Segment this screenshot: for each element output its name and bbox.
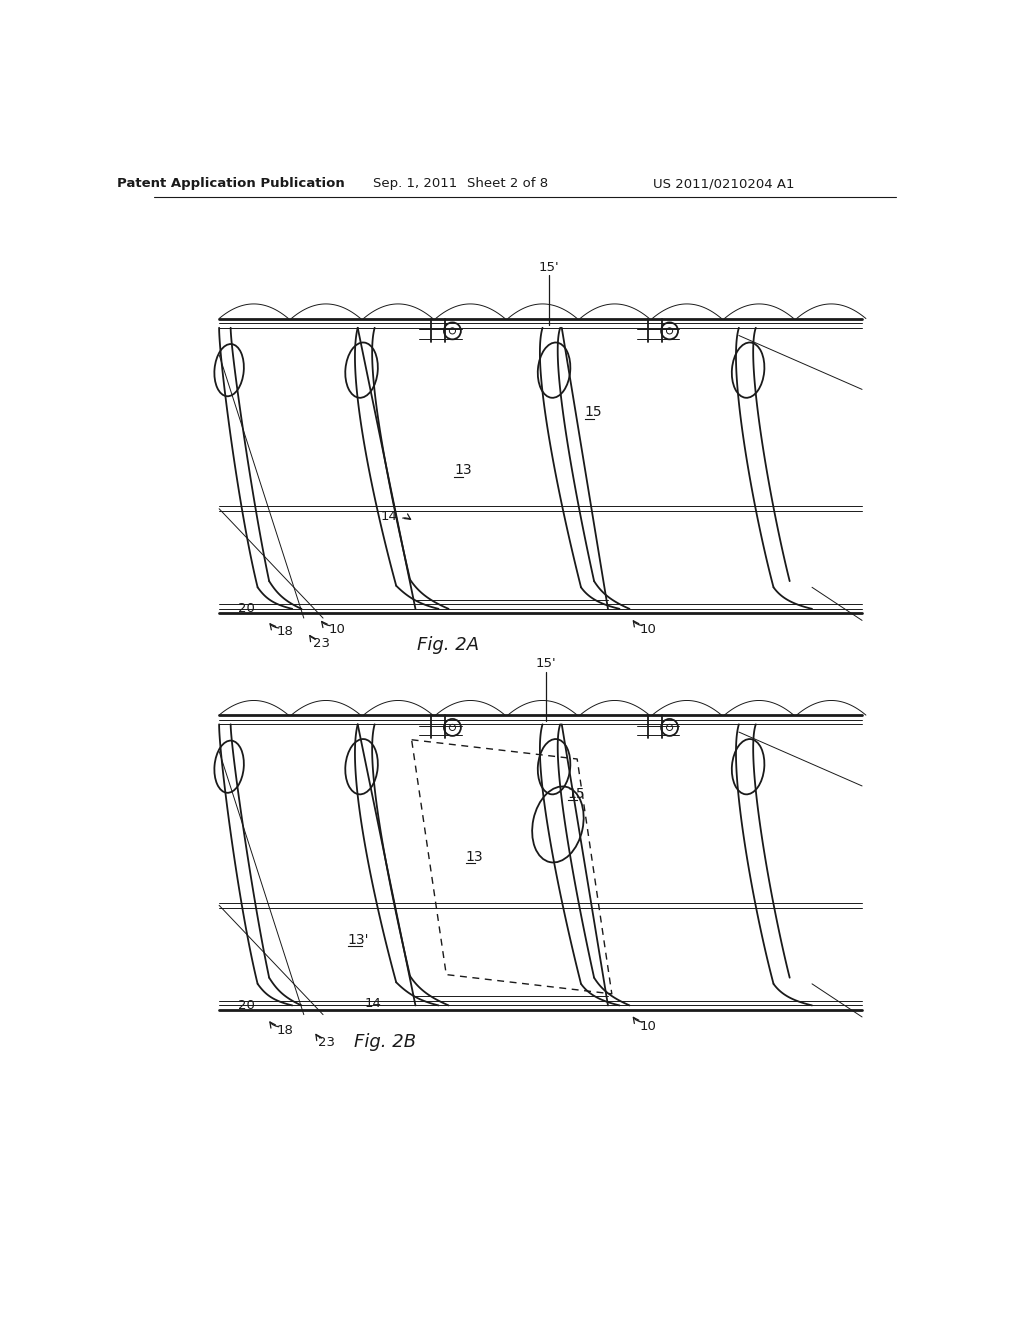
Text: 10: 10 bbox=[329, 623, 345, 636]
Text: 15': 15' bbox=[536, 657, 557, 671]
Text: 15': 15' bbox=[539, 261, 559, 275]
Text: 20: 20 bbox=[238, 602, 255, 615]
Text: 14: 14 bbox=[380, 510, 397, 523]
Text: Fig. 2B: Fig. 2B bbox=[353, 1032, 416, 1051]
Text: Sheet 2 of 8: Sheet 2 of 8 bbox=[467, 177, 549, 190]
Text: 20: 20 bbox=[238, 999, 255, 1012]
Text: 10: 10 bbox=[640, 1019, 656, 1032]
Text: Sep. 1, 2011: Sep. 1, 2011 bbox=[374, 177, 458, 190]
Text: 13: 13 bbox=[454, 463, 472, 478]
Text: 18: 18 bbox=[276, 1024, 293, 1038]
Text: 13': 13' bbox=[348, 933, 370, 946]
Text: 13: 13 bbox=[466, 850, 483, 863]
Text: 15: 15 bbox=[585, 405, 602, 420]
Text: Fig. 2A: Fig. 2A bbox=[417, 636, 479, 653]
Text: 23: 23 bbox=[318, 1036, 336, 1049]
Text: 14: 14 bbox=[365, 997, 382, 1010]
Text: 23: 23 bbox=[313, 638, 330, 649]
Text: US 2011/0210204 A1: US 2011/0210204 A1 bbox=[652, 177, 795, 190]
Text: 15: 15 bbox=[568, 787, 586, 801]
Text: 10: 10 bbox=[640, 623, 656, 636]
Text: Patent Application Publication: Patent Application Publication bbox=[117, 177, 344, 190]
Text: 18: 18 bbox=[276, 626, 293, 639]
